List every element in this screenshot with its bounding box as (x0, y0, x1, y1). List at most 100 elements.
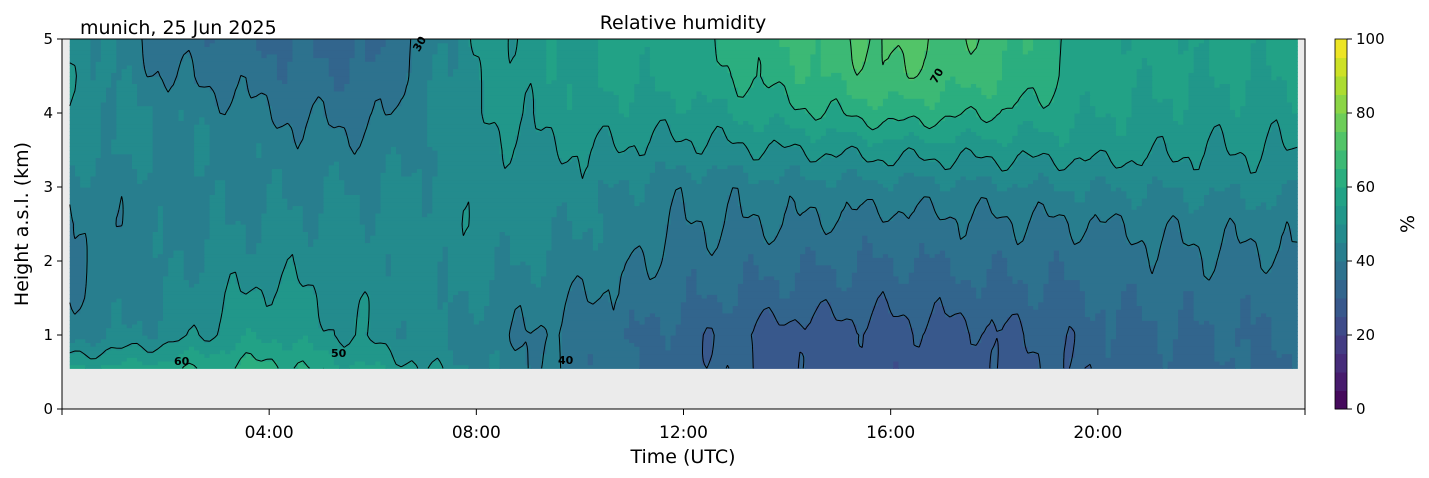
heatmap-cell (691, 272, 698, 277)
heatmap-cell (74, 79, 112, 84)
heatmap-cell (214, 183, 226, 188)
heatmap-cell (1193, 164, 1200, 170)
heatmap-cell (582, 286, 620, 292)
heatmap-cell (665, 342, 672, 347)
heatmap-cell (199, 116, 206, 121)
heatmap-cell (100, 127, 117, 133)
heatmap-cell (261, 220, 304, 225)
heatmap-cell (282, 168, 330, 173)
heatmap-cell (748, 150, 765, 155)
heatmap-cell (1007, 187, 1055, 192)
heatmap-cell (69, 153, 102, 158)
heatmap-cell (318, 212, 361, 218)
heatmap-cell (706, 238, 718, 244)
heatmap-cell (339, 338, 351, 343)
heatmap-cell (1172, 342, 1215, 347)
heatmap-cell (1084, 294, 1122, 299)
heatmap-cell (1183, 109, 1236, 114)
heatmap-cell (116, 135, 154, 140)
heatmap-cell (375, 231, 501, 236)
heatmap-cell (100, 364, 185, 369)
heatmap-cell (168, 264, 185, 269)
heatmap-cell (1115, 131, 1127, 136)
heatmap-cell (1250, 298, 1298, 303)
heatmap-cell (380, 209, 423, 214)
heatmap-cell (1224, 360, 1236, 366)
heatmap-cell (401, 94, 428, 99)
heatmap-cell (194, 131, 211, 136)
heatmap-cell (1027, 301, 1039, 306)
heatmap-cell (1121, 39, 1133, 44)
heatmap-cell (359, 305, 371, 310)
heatmap-cell (572, 235, 584, 240)
colorbar-segment (1335, 316, 1347, 336)
heatmap-cell (1260, 253, 1278, 258)
heatmap-cell (800, 360, 806, 366)
heatmap-cell (453, 353, 490, 358)
heatmap-cell (437, 164, 578, 170)
heatmap-cell (1147, 57, 1195, 62)
heatmap-cell (768, 120, 786, 125)
heatmap-cell (354, 53, 366, 59)
heatmap-cell (877, 105, 931, 110)
heatmap-cell (1240, 298, 1252, 303)
heatmap-cell (924, 53, 1003, 59)
heatmap-cell (390, 257, 444, 262)
heatmap-cell (711, 135, 729, 140)
heatmap-cell (976, 113, 998, 118)
heatmap-cell (427, 109, 485, 114)
heatmap-cell (1007, 268, 1050, 273)
heatmap-cell (323, 109, 371, 114)
heatmap-cell (991, 264, 1008, 269)
heatmap-cell (406, 323, 449, 329)
heatmap-cell (711, 327, 755, 332)
heatmap-cell (85, 249, 154, 255)
heatmap-cell (629, 312, 635, 318)
heatmap-cell (1178, 335, 1215, 340)
heatmap-cell (857, 327, 868, 332)
heatmap-cell (908, 72, 920, 77)
heatmap-cell (1167, 224, 1179, 229)
heatmap-cell (1183, 194, 1205, 199)
heatmap-cell (478, 61, 547, 66)
heatmap-cell (945, 305, 1034, 310)
heatmap-cell (292, 205, 304, 210)
heatmap-cell (432, 61, 449, 66)
heatmap-cell (245, 79, 283, 84)
heatmap-cell (572, 105, 620, 110)
heatmap-cell (339, 172, 382, 177)
heatmap-cell (69, 138, 102, 144)
heatmap-cell (157, 331, 190, 336)
heatmap-cell (1105, 349, 1112, 355)
heatmap-cell (90, 342, 97, 347)
heatmap-cell (686, 209, 729, 214)
heatmap-cell (629, 187, 646, 192)
heatmap-cell (339, 342, 351, 347)
heatmap-cell (204, 120, 273, 125)
heatmap-cell (598, 183, 609, 188)
x-tick-label: 04:00 (245, 423, 294, 443)
heatmap-cell (411, 46, 439, 51)
heatmap-cell (1058, 64, 1143, 70)
heatmap-cell (510, 39, 516, 44)
heatmap-cell (489, 294, 568, 299)
heatmap-cell (836, 179, 879, 184)
heatmap-cell (69, 72, 76, 77)
heatmap-cell (178, 72, 195, 77)
heatmap-cell (701, 220, 723, 225)
heatmap-cell (421, 172, 439, 177)
heatmap-cell (753, 257, 801, 262)
heatmap-cell (1090, 224, 1127, 229)
heatmap-cell (131, 72, 149, 77)
heatmap-cell (484, 87, 527, 92)
heatmap-cell (69, 64, 76, 70)
heatmap-cell (1105, 309, 1117, 314)
heatmap-cell (701, 353, 713, 358)
heatmap-cell (1022, 320, 1107, 325)
heatmap-cell (349, 72, 408, 77)
heatmap-cell (1245, 94, 1288, 99)
heatmap-cell (857, 131, 910, 136)
heatmap-cell (551, 79, 599, 84)
heatmap-cell (1198, 246, 1221, 251)
heatmap-cell (178, 64, 195, 70)
